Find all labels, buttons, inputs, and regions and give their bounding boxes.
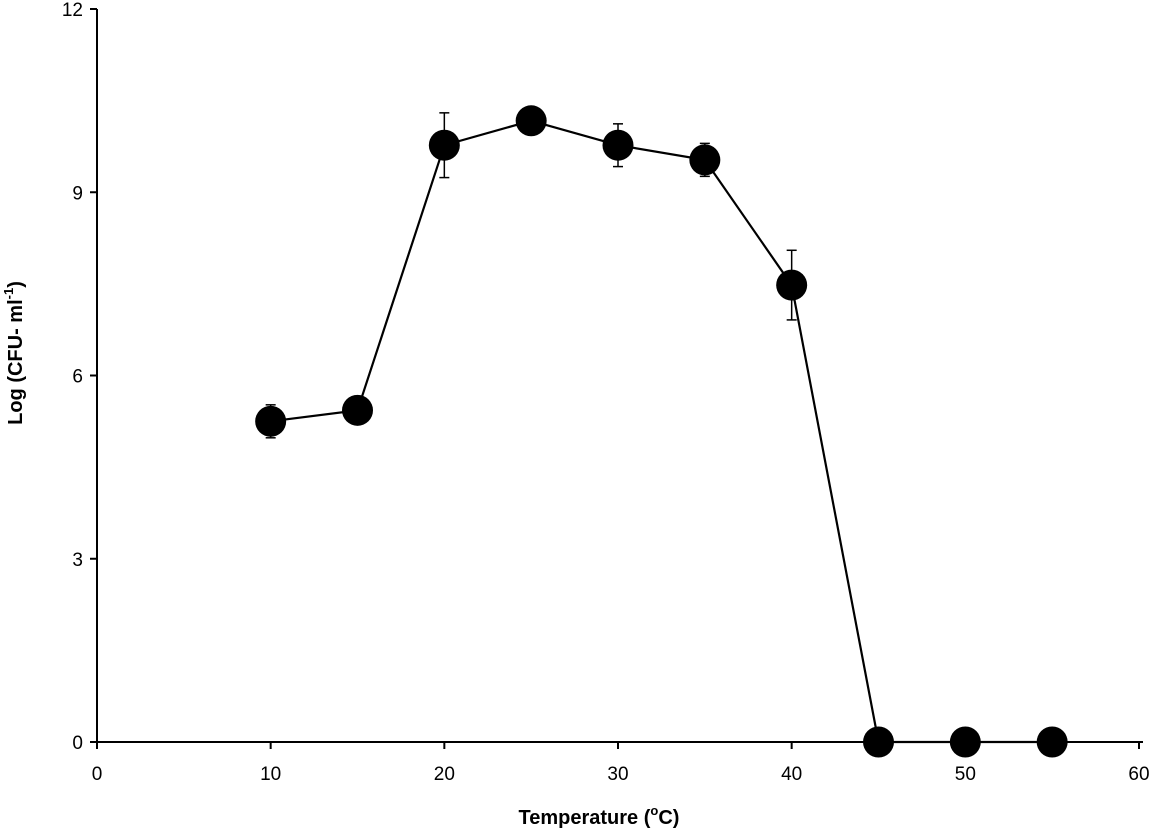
y-tick-label: 12	[62, 0, 83, 21]
data-point	[255, 405, 287, 437]
x-tick-label: 0	[92, 764, 103, 785]
data-point	[689, 144, 721, 176]
data-point	[342, 394, 373, 426]
x-tick-label: 30	[607, 764, 628, 785]
x-tick-label: 50	[955, 764, 976, 785]
data-point	[776, 269, 808, 301]
series-line	[270, 119, 1053, 744]
y-tick-label: 6	[72, 367, 83, 388]
data-point	[949, 726, 981, 758]
data-point	[1036, 726, 1068, 758]
data-point	[515, 105, 547, 137]
chart-axes	[96, 9, 1143, 743]
data-point	[602, 129, 634, 161]
data-point	[428, 129, 460, 161]
x-tick-label: 40	[781, 764, 802, 785]
y-axis-title: Log (CFU- ml-1)	[1, 281, 27, 425]
y-tick-label: 0	[72, 733, 83, 754]
y-ticks: 0 3 6 9 12	[62, 0, 97, 754]
data-point	[863, 726, 894, 758]
x-axis-title: Temperature (oC)	[519, 803, 680, 828]
x-ticks: 0 10 20 30 40 50 60	[92, 742, 1150, 785]
y-tick-label: 9	[72, 183, 83, 204]
x-tick-label: 20	[434, 764, 455, 785]
y-tick-label: 3	[72, 550, 83, 571]
x-tick-label: 10	[260, 764, 281, 785]
data-points	[255, 105, 1068, 758]
x-tick-label: 60	[1128, 764, 1149, 785]
